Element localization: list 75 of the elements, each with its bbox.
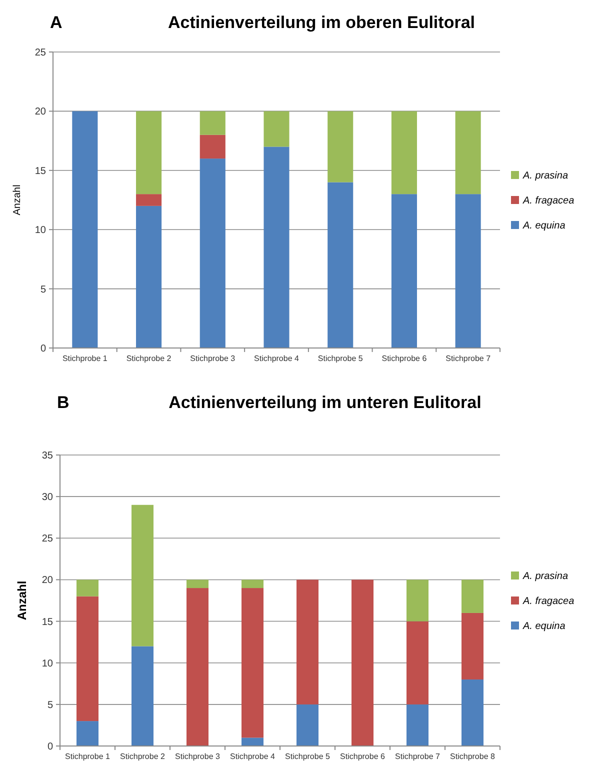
bar [136, 206, 162, 348]
y-tick-label: 20 [34, 106, 46, 118]
text: B [57, 393, 70, 412]
x-tick-label: Stichprobe 1 [65, 752, 111, 761]
y-tick-label: 0 [40, 344, 46, 354]
bar [264, 111, 290, 147]
y-tick-label: 5 [40, 284, 46, 296]
x-tick-label: Stichprobe 7 [395, 752, 441, 761]
bar [242, 588, 264, 738]
x-tick-label: Stichprobe 5 [318, 354, 364, 363]
bar [200, 158, 226, 348]
legend-label: A. fragacea [522, 196, 575, 206]
legend-label: A. fragacea [522, 596, 575, 607]
bar [462, 580, 484, 613]
bar [76, 596, 98, 722]
bar [200, 111, 226, 135]
bar [186, 588, 208, 746]
bar [186, 580, 208, 588]
x-tick-label: Stichprobe 5 [285, 752, 331, 761]
bar [242, 580, 264, 588]
bar [328, 111, 354, 182]
bar [136, 194, 162, 206]
x-tick-label: Stichprobe 2 [120, 752, 166, 761]
bar [296, 580, 318, 704]
bar [72, 111, 98, 348]
x-tick-label: Stichprobe 7 [446, 354, 492, 363]
legend-label: A. prasina [522, 170, 568, 182]
y-tick-label: 15 [34, 166, 46, 177]
bar [406, 580, 428, 622]
y-tick-label: 20 [42, 575, 54, 586]
x-tick-label: Stichprobe 4 [254, 354, 300, 363]
y-tick-label: 0 [47, 742, 54, 752]
y-tick-label: 35 [42, 450, 54, 462]
bar [76, 721, 98, 746]
bar [76, 580, 98, 596]
bar [391, 194, 417, 348]
y-tick-label: 25 [34, 48, 46, 58]
y-tick-label: 15 [42, 616, 54, 628]
text: A [50, 13, 62, 32]
legend-label: A. equina [522, 621, 566, 632]
chart-title: Actinienverteilung im oberen Eulitoral [168, 13, 475, 32]
y-axis-title: Anzahl [15, 580, 29, 620]
bar [406, 621, 428, 704]
bar [136, 111, 162, 194]
x-tick-label: Stichprobe 4 [230, 752, 276, 761]
y-tick-label: 10 [42, 658, 54, 670]
x-tick-label: Stichprobe 3 [175, 752, 221, 761]
bar [264, 146, 290, 348]
bar [406, 704, 428, 746]
bar [328, 182, 354, 348]
bar [242, 738, 264, 746]
bar [296, 704, 318, 746]
bar [391, 111, 417, 194]
bar [200, 134, 226, 159]
x-tick-label: Stichprobe 1 [62, 354, 108, 363]
bar [132, 646, 154, 746]
x-tick-label: Stichprobe 3 [190, 354, 236, 363]
x-tick-label: Stichprobe 8 [450, 752, 496, 761]
chart-title: Actinienverteilung im unteren Eulitoral [168, 393, 482, 412]
bar [455, 111, 481, 194]
y-tick-label: 10 [34, 225, 46, 236]
legend-label: A. equina [522, 220, 566, 232]
x-tick-label: Stichprobe 2 [126, 354, 172, 363]
y-axis-title: Anzahl [12, 184, 23, 216]
y-tick-label: 30 [42, 492, 54, 504]
x-tick-label: Stichprobe 6 [340, 752, 386, 761]
bar [462, 612, 484, 680]
bar [132, 504, 154, 646]
bar [352, 580, 374, 746]
x-tick-label: Stichprobe 6 [382, 354, 428, 363]
y-tick-label: 25 [42, 534, 54, 545]
bar [462, 679, 484, 746]
y-tick-label: 5 [47, 700, 54, 711]
legend-label: A. prasina [522, 571, 568, 582]
bar [455, 194, 481, 348]
